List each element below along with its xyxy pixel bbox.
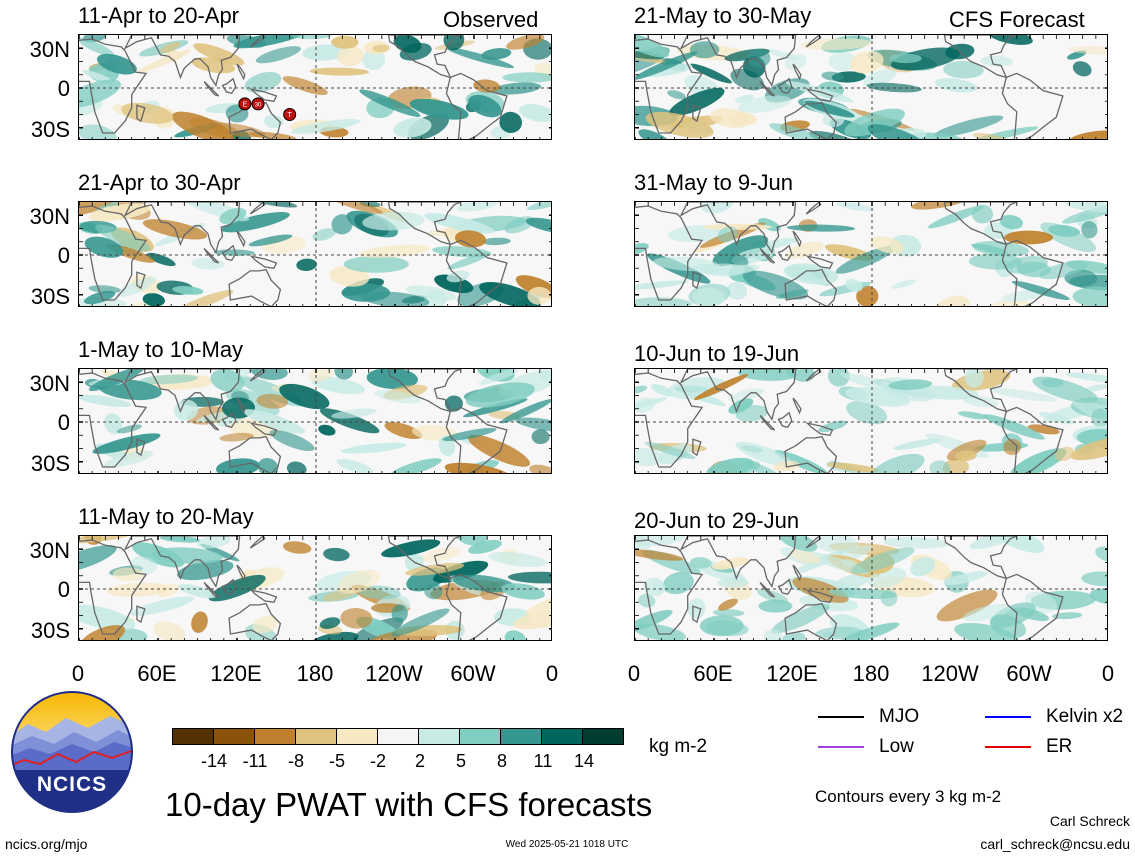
colorbar-swatch	[459, 728, 501, 745]
lat-label: 30N	[29, 37, 70, 62]
contours-note: Contours every 3 kg m-2	[815, 787, 1002, 806]
colorbar-label: -11	[242, 751, 268, 771]
pwat-anomaly-map: E 30 T	[79, 35, 551, 139]
observed-label: Observed	[443, 7, 539, 32]
lat-label: 30S	[30, 284, 70, 309]
lat-label: 0	[57, 577, 70, 602]
panel-title: 11-May to 20-May	[78, 504, 254, 529]
cfs-forecast-label: CFS Forecast	[949, 7, 1085, 32]
colorbar-swatch	[336, 728, 378, 745]
ncics-logo-icon	[11, 691, 133, 813]
lon-label: 0	[545, 661, 559, 686]
colorbar-label: 8	[496, 751, 508, 771]
lon-label: 180	[852, 661, 890, 686]
pwat-anomaly-map	[635, 35, 1107, 139]
map-panel-forecast-3	[634, 368, 1108, 474]
legend-label: Kelvin x2	[1046, 706, 1124, 727]
colorbar-label: -8	[287, 751, 305, 771]
pwat-anomaly-map	[79, 536, 551, 640]
colorbar-swatch	[213, 728, 255, 745]
panel-title: 1-May to 10-May	[78, 337, 244, 362]
colorbar-swatch	[500, 728, 542, 745]
colorbar-swatch	[172, 728, 214, 745]
panel-title: 20-Jun to 29-Jun	[634, 508, 800, 533]
colorbar-swatch	[541, 728, 583, 745]
lat-label: 0	[57, 76, 70, 101]
legend-line-kelvin	[985, 716, 1031, 718]
lat-label: 30S	[30, 451, 70, 476]
map-panel-forecast-2	[634, 201, 1108, 307]
map-panel-observed-2	[78, 201, 552, 307]
legend-line-low	[818, 746, 864, 748]
colorbar-units: kg m-2	[649, 736, 708, 757]
lat-label: 0	[57, 243, 70, 268]
lon-label: 180	[296, 661, 334, 686]
lat-label: 30N	[29, 204, 70, 229]
colorbar-swatch	[582, 728, 624, 745]
author: Carl Schreck	[1049, 813, 1130, 829]
lon-label: 120W	[921, 661, 979, 686]
colorbar-label: -5	[328, 751, 346, 771]
lon-label: 0	[71, 661, 85, 686]
lon-label: 60W	[450, 661, 496, 686]
legend-line-mjo	[818, 716, 864, 718]
legend-line-er	[985, 746, 1031, 748]
map-panel-observed-3	[78, 368, 552, 474]
colorbar-label: 2	[414, 751, 426, 771]
panel-title: 21-Apr to 30-Apr	[78, 170, 241, 195]
wave-marker-icon: T	[283, 108, 297, 121]
colorbar	[172, 728, 624, 745]
pwat-anomaly-map	[635, 536, 1107, 640]
map-panel-observed-4	[78, 535, 552, 641]
main-title: 10-day PWAT with CFS forecasts	[165, 786, 653, 823]
logo-text: NCICS	[36, 773, 108, 796]
lon-label: 0	[1101, 661, 1115, 686]
wave-marker-icon: 30	[251, 97, 265, 111]
panel-title: 31-May to 9-Jun	[634, 170, 793, 195]
colorbar-label: -2	[369, 751, 387, 771]
lon-label: 60E	[137, 661, 177, 686]
colorbar-swatch	[254, 728, 296, 745]
colorbar-swatch	[377, 728, 419, 745]
wave-marker-label: T	[288, 112, 293, 119]
map-panel-forecast-1	[634, 34, 1108, 140]
map-panel-forecast-4	[634, 535, 1108, 641]
legend-label: MJO	[879, 706, 920, 727]
lon-label: 120E	[766, 661, 818, 686]
lat-label: 30S	[30, 618, 70, 643]
colorbar-label: -14	[200, 751, 228, 771]
colorbar-label: 14	[573, 751, 595, 771]
legend-label: ER	[1046, 736, 1073, 757]
pwat-anomaly-map	[79, 369, 551, 473]
map-panel-observed-1: E 30 T	[78, 34, 552, 140]
pwat-anomaly-map	[79, 202, 551, 306]
lon-label: 60W	[1006, 661, 1052, 686]
lat-label: 0	[57, 410, 70, 435]
site-link[interactable]: ncics.org/mjo	[5, 836, 88, 852]
colorbar-label: 11	[533, 751, 553, 771]
colorbar-swatch	[418, 728, 460, 745]
lon-label: 0	[627, 661, 641, 686]
panel-title: 21-May to 30-May	[634, 3, 812, 28]
lon-label: 120E	[210, 661, 262, 686]
wave-marker-label: E	[243, 101, 248, 108]
email: carl_schreck@ncsu.edu	[980, 836, 1130, 852]
wave-marker-label: 30	[255, 102, 262, 108]
timestamp: Wed 2025-05-21 1018 UTC	[505, 839, 629, 850]
lat-label: 30S	[30, 117, 70, 142]
pwat-anomaly-map	[635, 202, 1107, 306]
lon-label: 120W	[365, 661, 423, 686]
lat-label: 30N	[29, 371, 70, 396]
wave-marker-icon: E	[238, 97, 252, 111]
panel-title: 11-Apr to 20-Apr	[78, 3, 240, 28]
colorbar-label: 5	[455, 751, 467, 771]
legend-label: Low	[879, 736, 914, 757]
lat-label: 30N	[29, 538, 70, 563]
lon-label: 60E	[693, 661, 733, 686]
ncics-logo: NCICS	[10, 690, 134, 814]
pwat-anomaly-map	[635, 369, 1107, 473]
colorbar-swatch	[295, 728, 337, 745]
panel-title: 10-Jun to 19-Jun	[634, 341, 800, 366]
